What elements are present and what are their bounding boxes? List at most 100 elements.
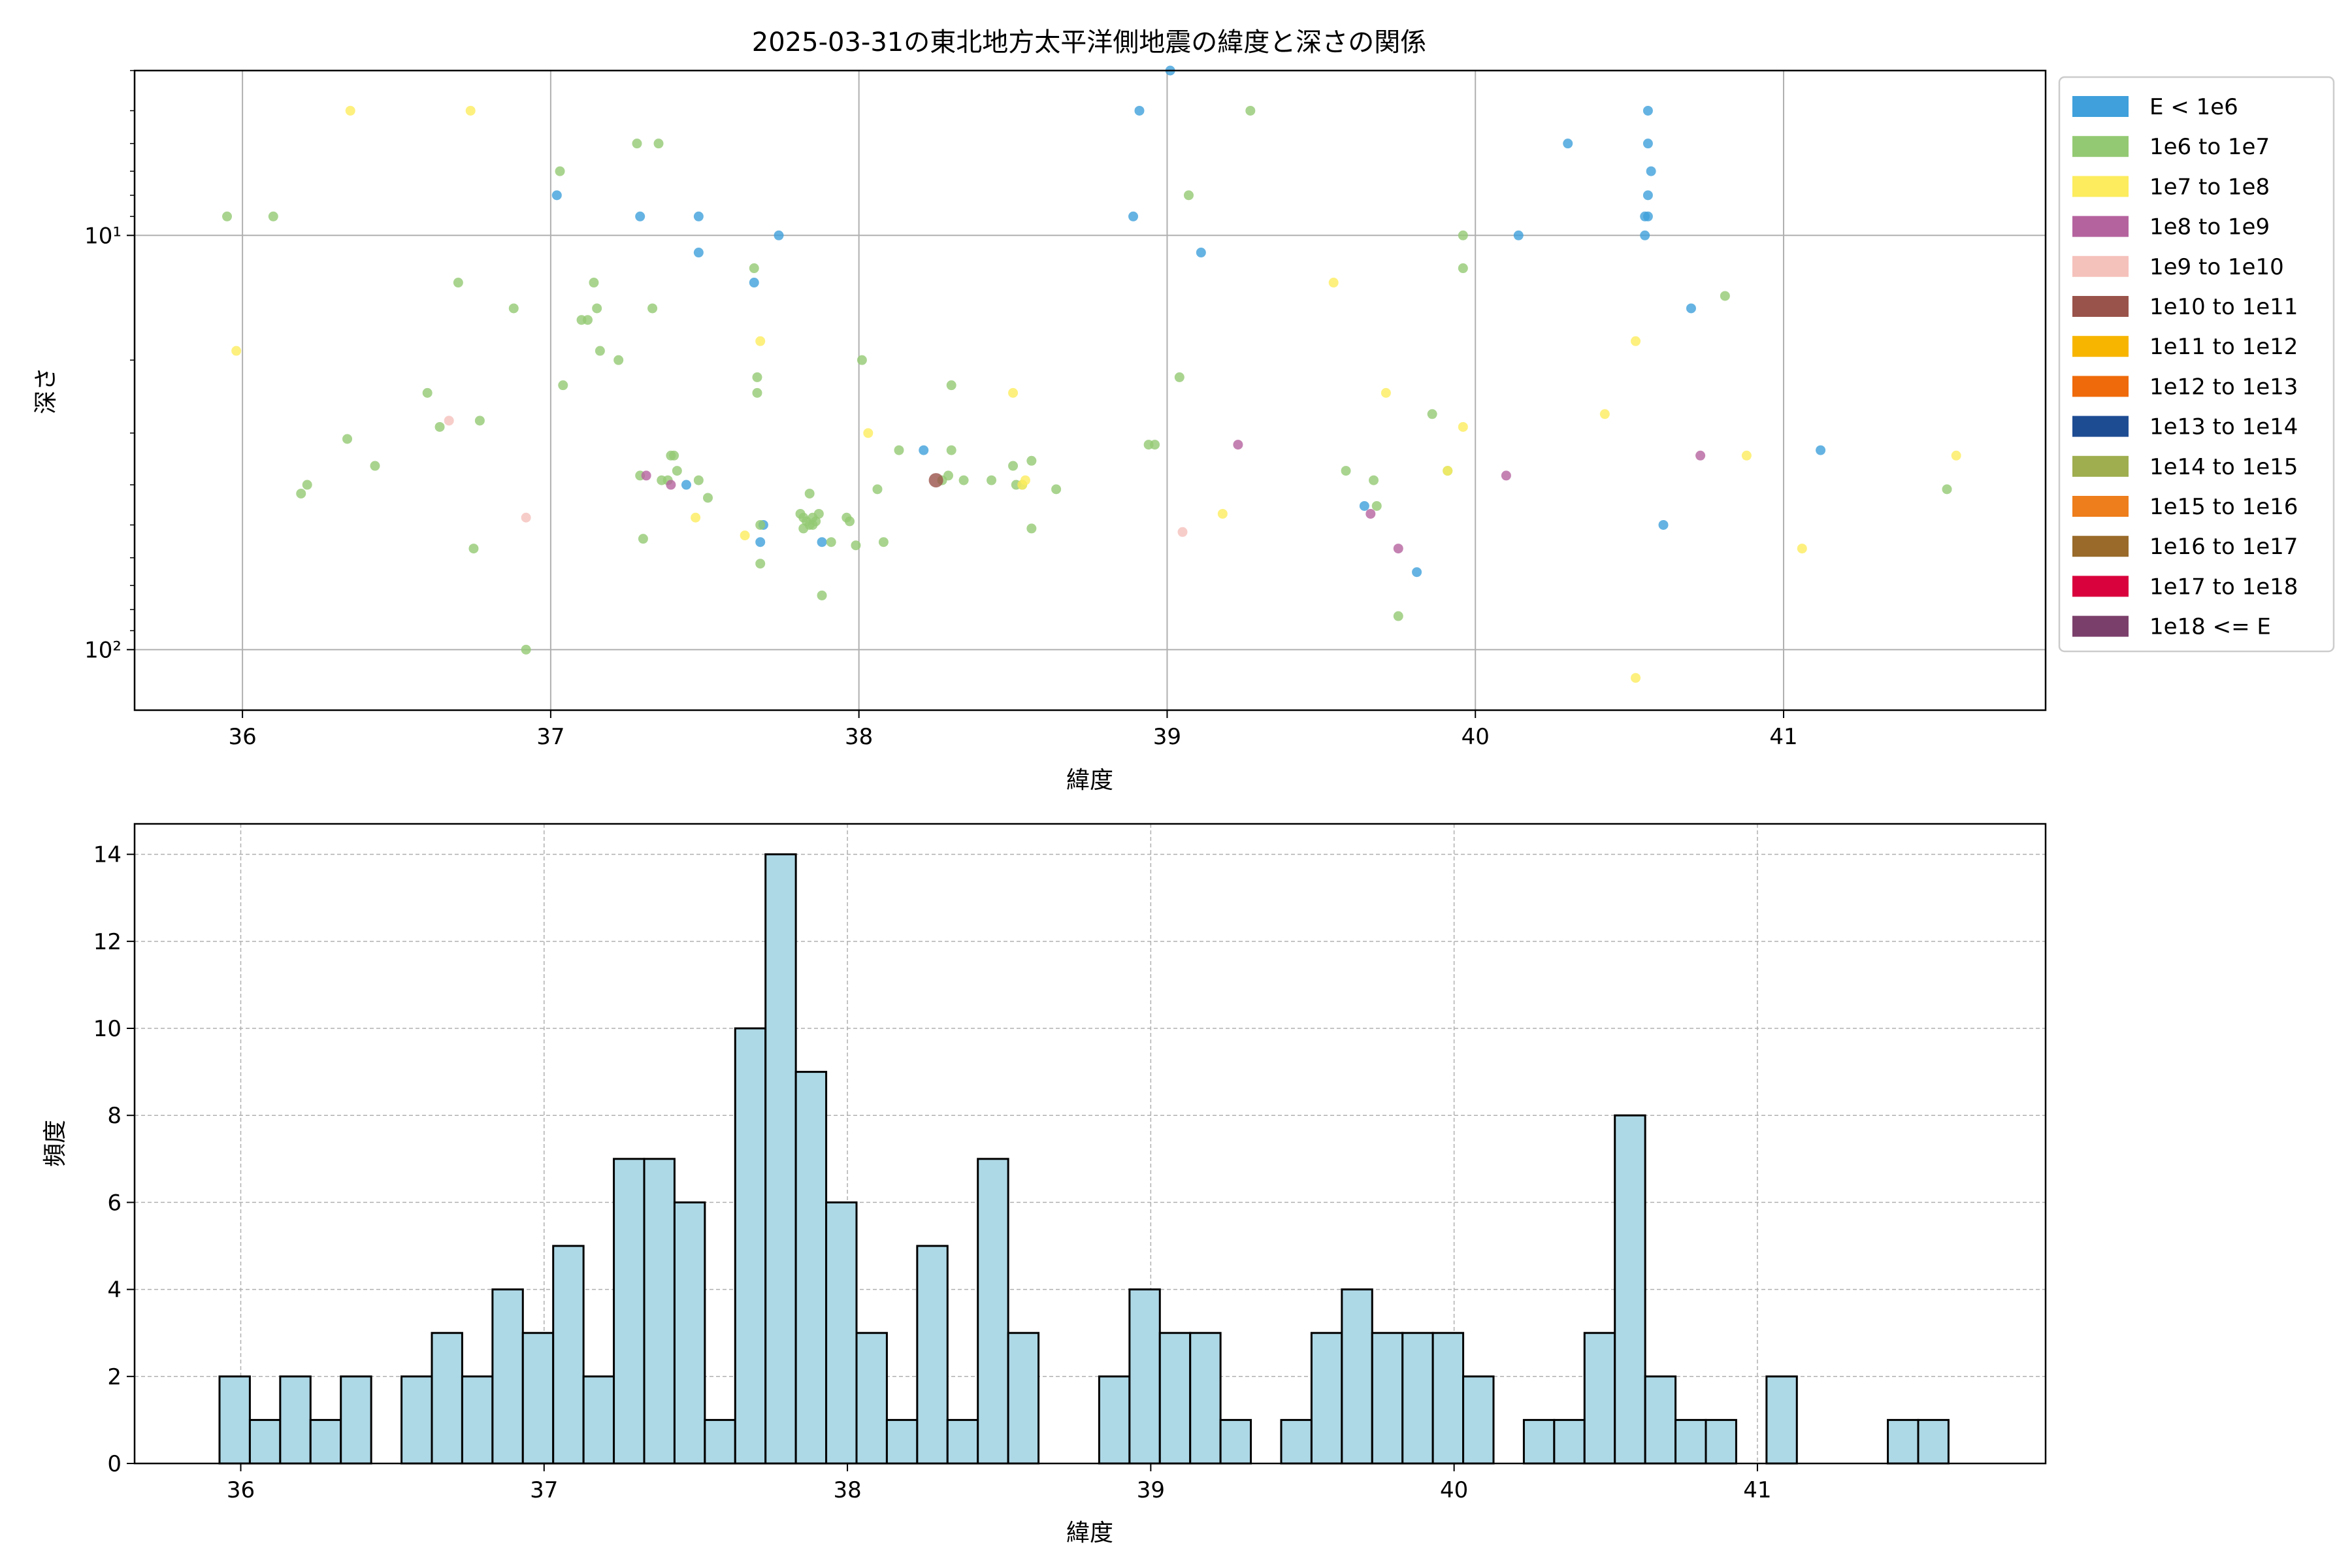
histogram-bar (1917, 1418, 1950, 1465)
scatter-y-tick-label: 10² (84, 637, 122, 663)
scatter-point (222, 211, 233, 221)
histogram-y-tick-label: 6 (107, 1190, 122, 1216)
histogram-x-tick-label: 39 (1137, 1477, 1165, 1503)
scatter-point (268, 211, 278, 221)
legend-swatch (2072, 455, 2129, 477)
scatter-point (1631, 673, 1641, 683)
scatter-point (592, 303, 602, 314)
scatter-point (635, 211, 645, 221)
scatter-point (1393, 544, 1403, 554)
histogram-y-tick-label: 0 (107, 1451, 122, 1477)
histogram-plot-frame (133, 823, 2047, 1465)
legend-label: 1e10 to 1e11 (2149, 294, 2298, 320)
scatter-x-tick-label: 38 (845, 724, 873, 750)
histogram-bar (885, 1418, 919, 1465)
histogram-y-tick-label: 10 (93, 1016, 122, 1042)
histogram-bar (1765, 1375, 1798, 1465)
histogram-bar (1158, 1331, 1192, 1465)
legend-items: E < 1e6 1e6 to 1e7 1e7 to 1e8 1e8 to 1e9 1e9… (2072, 94, 2298, 640)
scatter-point (638, 534, 648, 544)
legend-swatch (2072, 136, 2129, 157)
scatter-point (583, 315, 593, 325)
histogram-x-axis-label: 緯度 (1066, 1520, 1113, 1546)
scatter-point (1695, 450, 1706, 461)
legend-label: 1e16 to 1e17 (2149, 534, 2298, 560)
histogram-bar (431, 1331, 463, 1465)
scatter-x-tick-label: 36 (228, 724, 256, 750)
scatter-point (653, 139, 664, 149)
scatter-point (752, 372, 762, 382)
scatter-point (1183, 190, 1194, 201)
histogram-bar (1310, 1331, 1343, 1465)
histogram-bar (1098, 1375, 1131, 1465)
scatter-point (1008, 461, 1019, 471)
scatter-point (946, 380, 956, 391)
histogram-bar (704, 1418, 736, 1465)
scatter-point (1642, 139, 1653, 149)
legend-label: 1e11 to 1e12 (2149, 334, 2298, 360)
scatter-point (1328, 278, 1339, 288)
scatter-point (558, 380, 568, 391)
scatter-point (1563, 139, 1573, 149)
scatter-grid (135, 71, 2046, 710)
histogram-bar (461, 1375, 494, 1465)
scatter-point (1233, 440, 1243, 450)
legend-swatch (2072, 416, 2129, 437)
histogram-bar (855, 1331, 888, 1465)
scatter-point (1369, 475, 1379, 485)
scatter-x-tick-label: 37 (536, 724, 564, 750)
scatter-point (613, 355, 624, 365)
legend-label: E < 1e6 (2149, 94, 2238, 120)
histogram-bar (643, 1158, 676, 1465)
scatter-point (555, 166, 565, 176)
histogram-bar (1614, 1114, 1646, 1465)
scatter-point (672, 466, 682, 476)
histogram-bar (1431, 1331, 1465, 1465)
histogram-bar (400, 1375, 433, 1465)
scatter-point (1458, 421, 1468, 432)
scatter-x-axis-label: 緯度 (1066, 767, 1113, 794)
scatter-point (1458, 230, 1468, 240)
histogram-bar (916, 1245, 949, 1465)
scatter-point (755, 519, 766, 530)
scatter-point (521, 644, 531, 655)
legend-label: 1e15 to 1e16 (2149, 494, 2298, 520)
scatter-point (1458, 263, 1468, 274)
scatter-point (813, 508, 824, 519)
legend-swatch (2072, 96, 2129, 117)
histogram-bar (552, 1245, 585, 1465)
histogram-x-tick-label: 37 (530, 1477, 558, 1503)
scatter-point (919, 445, 929, 455)
scatter-point (804, 488, 815, 498)
scatter-point (1359, 500, 1369, 511)
scatter-y-tick-label: 10¹ (84, 223, 122, 249)
histogram-panel: 36 37 38 39 40 41 0 2 4 6 8 10 12 14 緯度 頻度 (42, 823, 2047, 1546)
scatter-point (453, 278, 463, 288)
scatter-point (521, 512, 531, 523)
scatter-point (595, 346, 605, 356)
scatter-point (296, 488, 306, 498)
scatter-point (1658, 519, 1669, 530)
scatter-y-axis-label: 深さ (33, 367, 59, 414)
histogram-y-axis: 0 2 4 6 8 10 12 14 (93, 842, 135, 1477)
histogram-bar (1341, 1288, 1373, 1465)
scatter-point (749, 278, 759, 288)
histogram-y-axis-label: 頻度 (42, 1120, 69, 1167)
histogram-bar (1522, 1418, 1556, 1465)
histogram-bar (1553, 1418, 1586, 1465)
scatter-point (1501, 470, 1511, 481)
scatter-point (1951, 450, 1961, 461)
scatter-point (1177, 527, 1188, 537)
legend-frame (2058, 76, 2335, 653)
scatter-point (1365, 508, 1376, 519)
scatter-point (551, 190, 562, 201)
scatter-point (1720, 291, 1730, 301)
scatter-plot-frame (133, 69, 2047, 711)
scatter-point (1513, 230, 1524, 240)
histogram-bar (582, 1375, 615, 1465)
scatter-point (752, 387, 762, 398)
legend-swatch (2072, 615, 2129, 637)
scatter-point (817, 590, 827, 600)
legend-label: 1e9 to 1e10 (2149, 254, 2284, 280)
